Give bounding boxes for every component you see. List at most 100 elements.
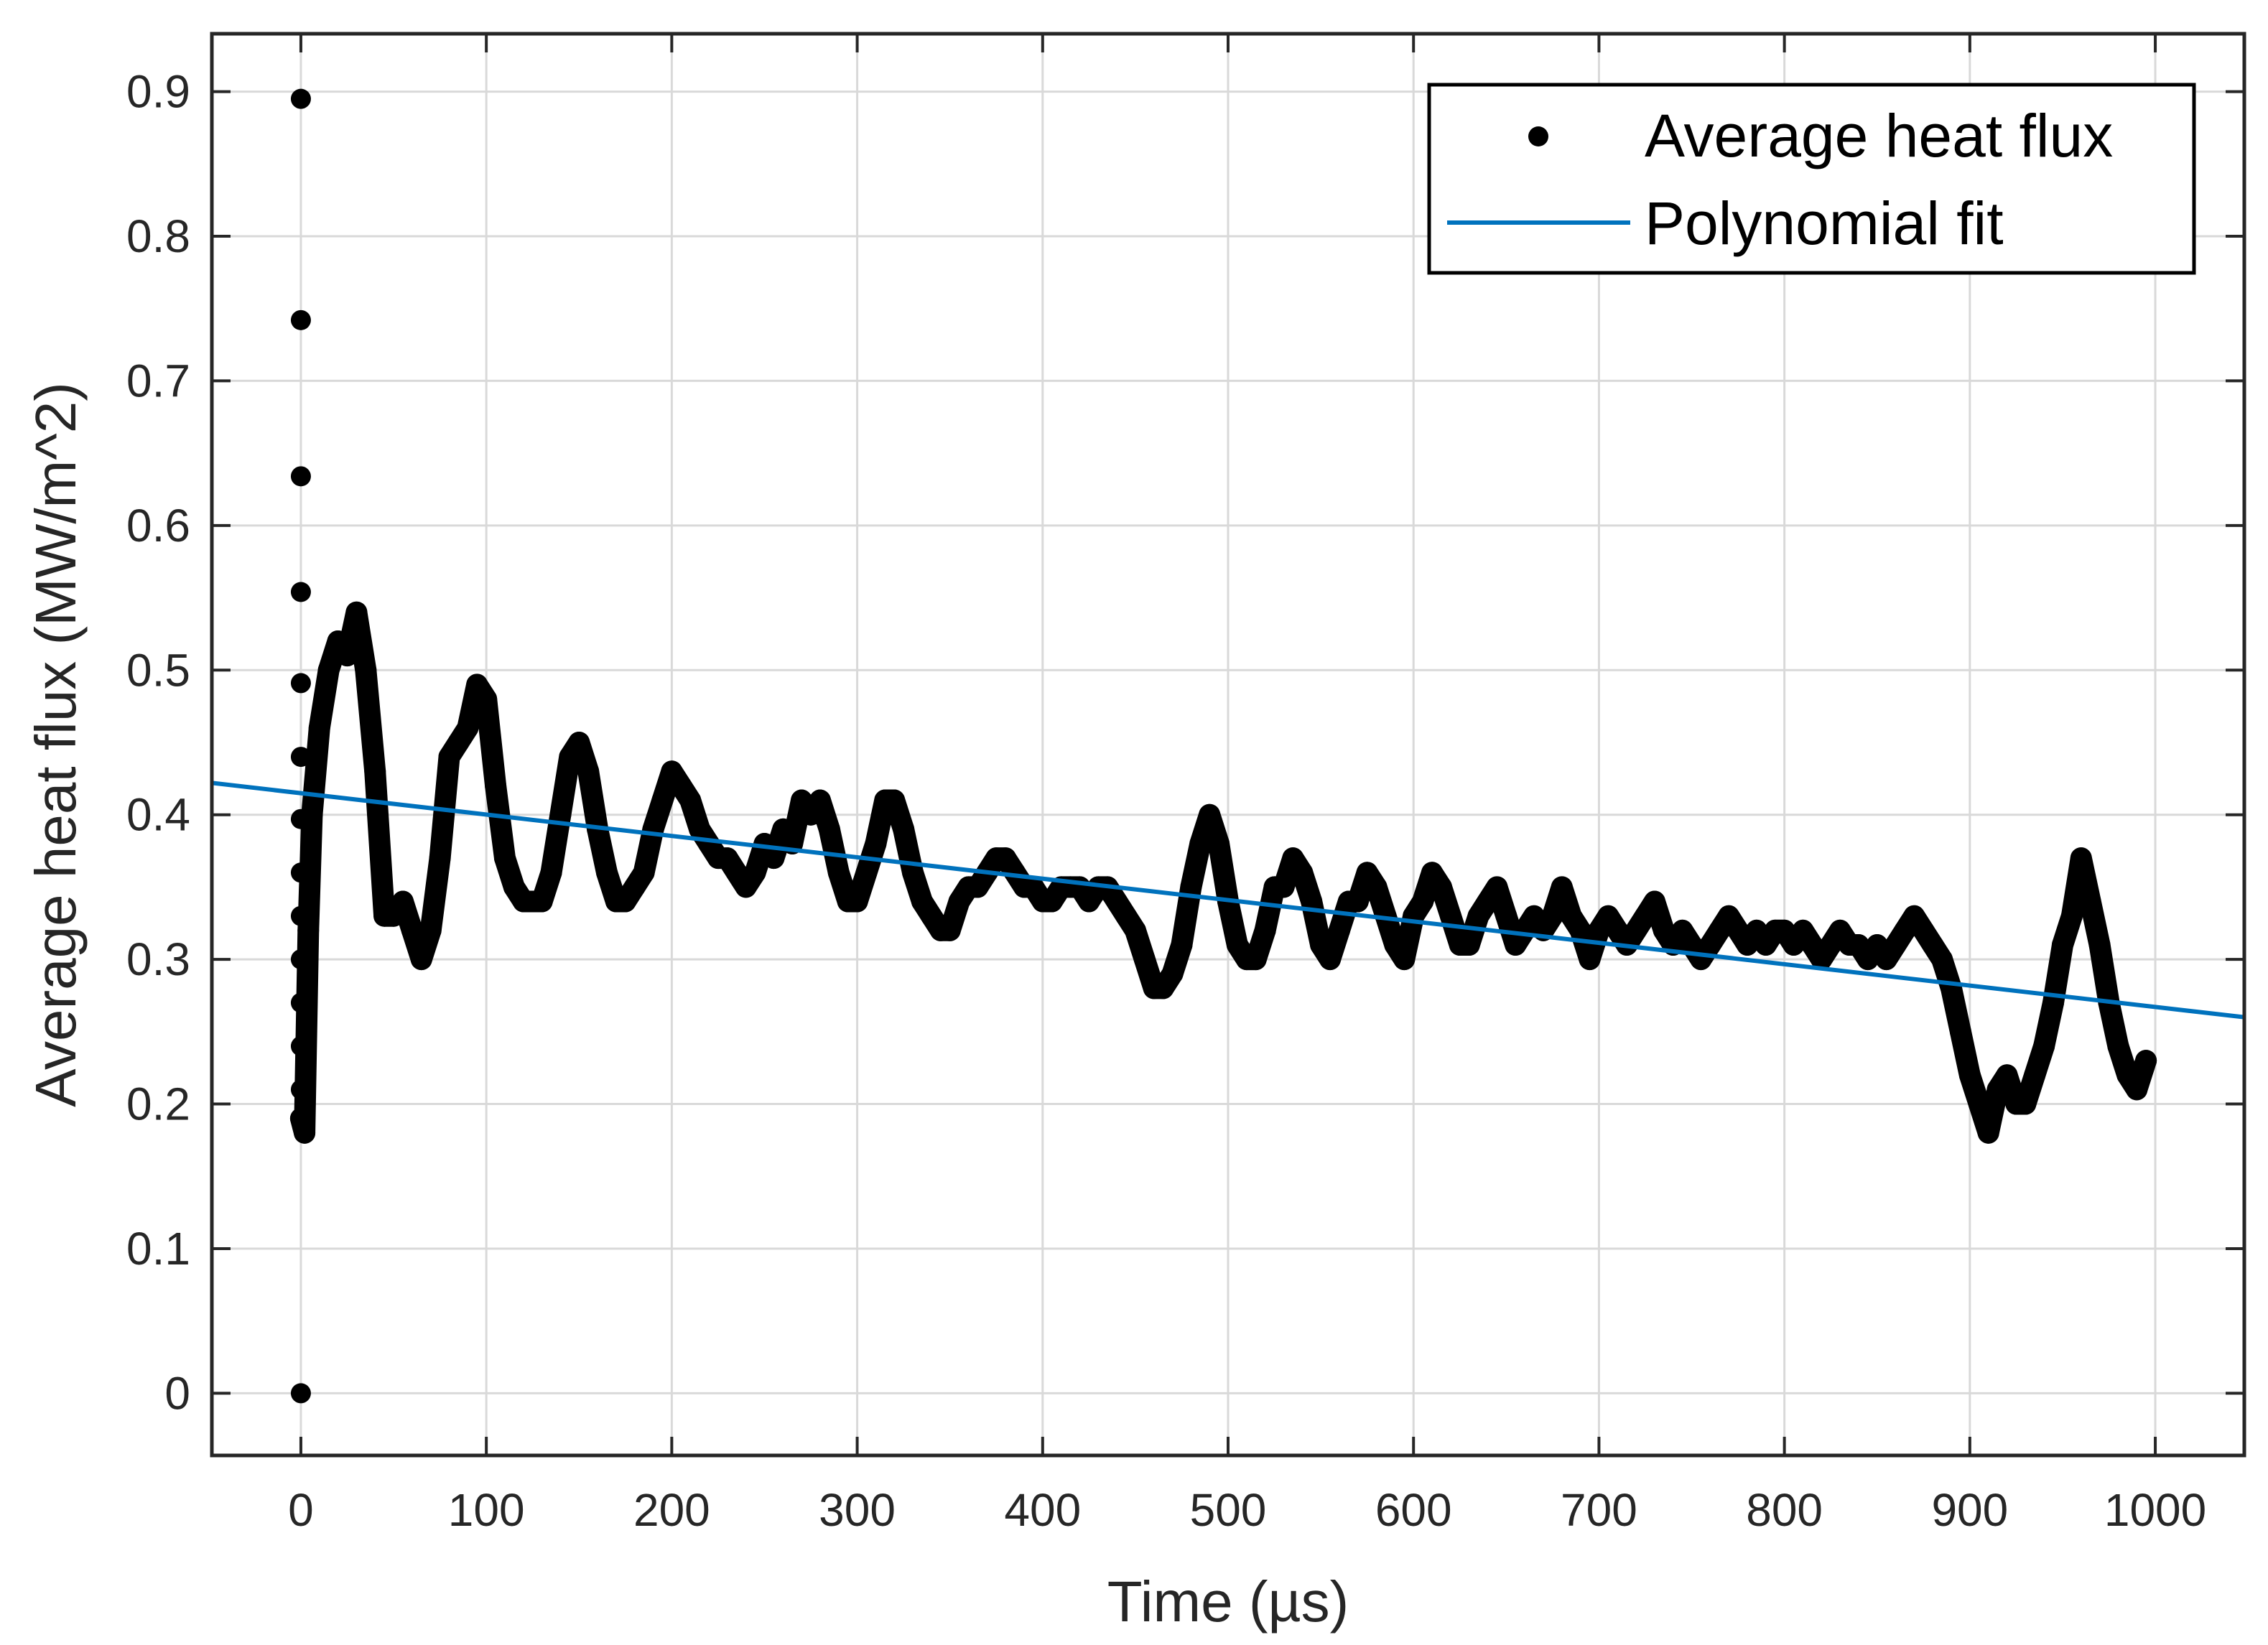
y-axis-label: Average heat flux (MW/m^2) — [24, 382, 88, 1107]
heat-flux-startup-point — [290, 992, 311, 1013]
legend-entry-average-heat-flux: Average heat flux — [1645, 102, 2113, 169]
heat-flux-point — [475, 688, 498, 710]
heat-flux-point — [651, 789, 674, 811]
heat-flux-point — [1931, 949, 1953, 971]
heat-flux-point — [1347, 890, 1369, 913]
legend: Average heat flux Polynomial fit — [1427, 83, 2196, 275]
heat-flux-point — [1208, 832, 1230, 854]
x-tick-label: 800 — [1746, 1484, 1823, 1536]
heat-flux-point — [577, 760, 600, 783]
heat-flux-point — [485, 775, 507, 797]
y-tick-label: 0.3 — [126, 933, 190, 985]
heat-flux-point — [549, 803, 572, 826]
heat-flux-point — [1328, 919, 1350, 941]
y-tick-labels: 0 0.1 0.2 0.3 0.4 0.5 0.6 0.7 0.8 0.9 — [126, 66, 190, 1420]
heat-flux-point — [568, 731, 590, 753]
heat-flux-point — [531, 890, 553, 913]
heat-flux-point — [355, 659, 377, 681]
heat-flux-point — [1579, 949, 1601, 971]
heat-flux-point — [1365, 876, 1388, 898]
y-tick-label: 0.1 — [126, 1223, 190, 1274]
y-ticks — [212, 90, 2244, 1395]
legend-box — [1427, 83, 2196, 275]
heat-flux-point — [493, 847, 516, 870]
heat-flux-point — [939, 919, 961, 941]
polynomial-fit-line — [212, 780, 2244, 1020]
y-tick-label: 0.7 — [126, 355, 190, 406]
x-tick-label: 900 — [1931, 1484, 2008, 1536]
heat-flux-point — [1133, 949, 1156, 971]
heat-flux-point — [744, 862, 766, 884]
heat-flux-startup-point — [290, 747, 311, 768]
heat-flux-point — [364, 760, 386, 783]
heat-flux-point — [1199, 803, 1221, 826]
heat-flux-point — [846, 890, 868, 913]
x-tick-label: 600 — [1375, 1484, 1452, 1536]
x-tick-label: 500 — [1190, 1484, 1267, 1536]
heat-flux-point — [893, 818, 915, 840]
y-tick-label: 0.6 — [126, 500, 190, 551]
x-tick-label: 300 — [819, 1484, 896, 1536]
heat-flux-point — [2051, 933, 2073, 956]
heat-flux-point — [1439, 905, 1461, 927]
y-tick-label: 0.9 — [126, 66, 190, 118]
heat-flux-point — [401, 919, 423, 941]
heat-flux-startup-point — [290, 466, 311, 487]
heat-flux-point — [391, 890, 414, 913]
heat-flux-trace — [289, 601, 2157, 1144]
heat-flux-point — [595, 862, 618, 884]
heat-flux-startup-point — [290, 673, 311, 694]
heat-flux-startup-point — [290, 949, 311, 970]
heat-flux-point — [2079, 890, 2101, 913]
heat-flux-point — [1958, 1064, 1981, 1086]
heat-flux-point — [1412, 890, 1434, 913]
y-tick-label: 0.8 — [126, 210, 190, 262]
heat-flux-startup-points — [290, 88, 311, 1404]
x-axis-label: Time (µs) — [1107, 1570, 1349, 1634]
heat-flux-point — [336, 645, 358, 667]
heat-flux-point — [419, 919, 442, 941]
heat-flux-startup-point — [290, 309, 311, 330]
heat-flux-point — [2107, 1035, 2129, 1057]
heat-flux-point — [2126, 1078, 2148, 1101]
heat-flux-point — [540, 862, 562, 884]
heat-flux-point — [1495, 905, 1518, 927]
heat-flux-point — [865, 832, 887, 854]
heat-flux-point — [345, 601, 368, 623]
y-tick-label: 0.2 — [126, 1078, 190, 1130]
heat-flux-startup-point — [290, 1079, 311, 1100]
heat-flux-startup-point — [290, 808, 311, 829]
heat-flux-point — [308, 717, 330, 739]
heat-flux-point — [1541, 905, 1563, 927]
heat-flux-point — [1254, 919, 1276, 941]
heat-flux-point — [1273, 876, 1295, 898]
heat-flux-point — [2033, 1035, 2055, 1057]
y-gridlines — [212, 90, 2244, 1394]
y-tick-label: 0.4 — [126, 789, 190, 841]
heat-flux-point — [1291, 862, 1314, 884]
heat-flux-point — [1161, 963, 1184, 985]
x-tick-label: 400 — [1004, 1484, 1081, 1536]
heat-flux-point — [902, 862, 924, 884]
x-tick-label: 200 — [633, 1484, 710, 1536]
heat-flux-point — [1171, 933, 1193, 956]
heat-flux-startup-point — [290, 582, 311, 602]
heat-flux-point — [2024, 1064, 2046, 1086]
heat-flux-point — [1458, 933, 1480, 956]
heat-flux-startup-point — [290, 88, 311, 109]
x-tick-label: 1000 — [2104, 1484, 2206, 1536]
heat-flux-point — [1319, 949, 1342, 971]
x-tick-label: 0 — [288, 1484, 314, 1536]
heat-flux-point — [1245, 949, 1267, 971]
x-tick-label: 100 — [448, 1484, 525, 1536]
heat-flux-point — [1486, 876, 1508, 898]
heat-flux-point — [1124, 919, 1146, 941]
heat-flux-point — [1551, 876, 1573, 898]
heat-flux-point — [2070, 847, 2092, 870]
heat-flux-startup-point — [290, 862, 311, 883]
heat-flux-startup-point — [290, 1035, 311, 1056]
heat-flux-point — [763, 847, 785, 870]
legend-entry-polynomial-fit: Polynomial fit — [1645, 190, 2004, 257]
heat-flux-point — [633, 862, 655, 884]
